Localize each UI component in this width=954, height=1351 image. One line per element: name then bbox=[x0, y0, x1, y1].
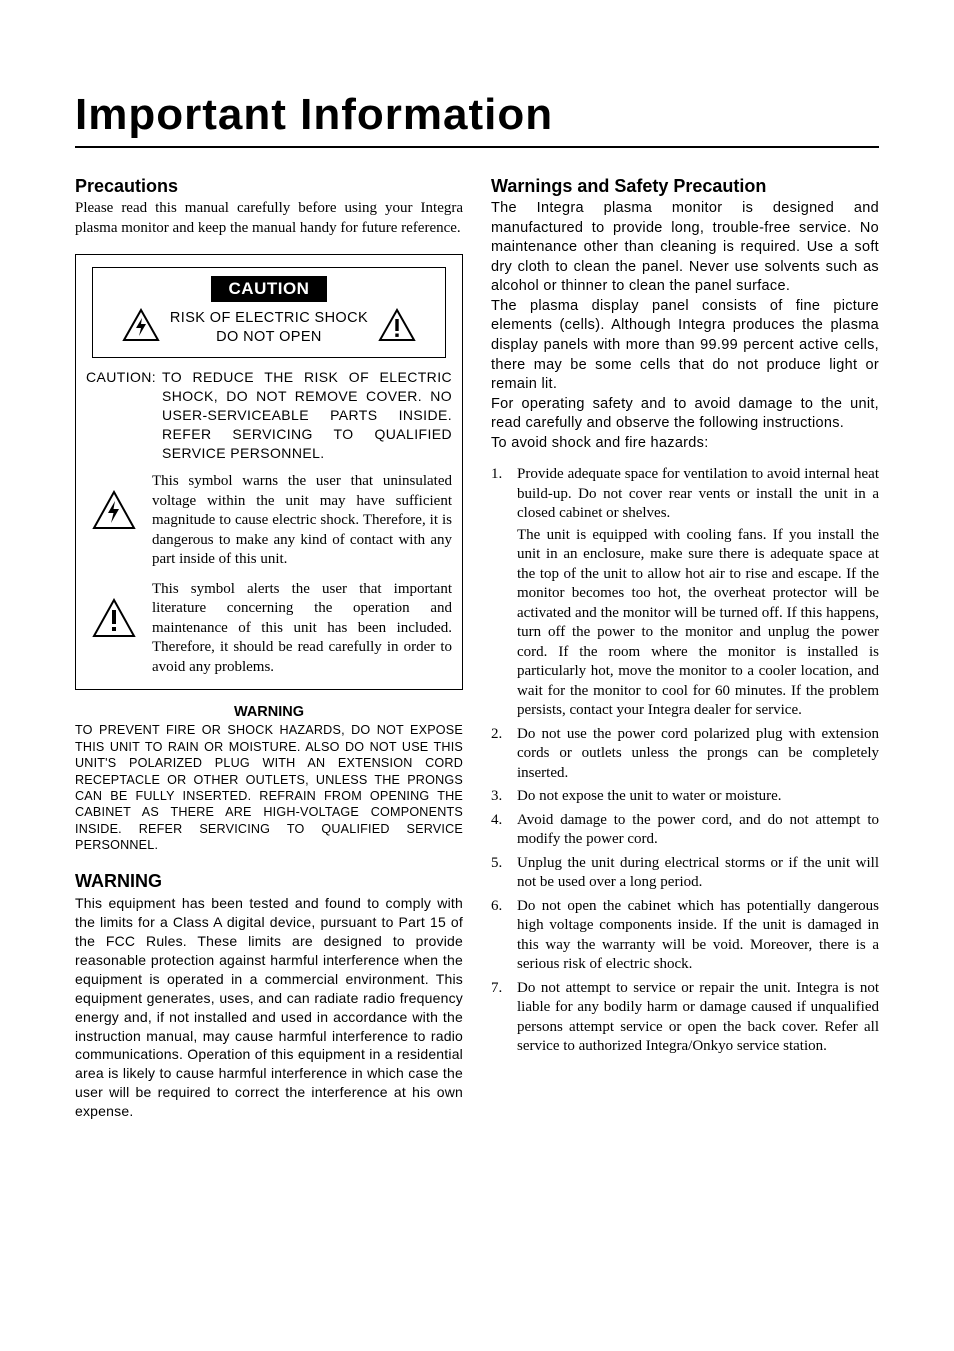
list-item-main: Unplug the unit during electrical storms… bbox=[517, 855, 879, 891]
list-item-main: Do not use the power cord polarized plug… bbox=[517, 726, 879, 781]
list-item-main: Avoid damage to the power cord, and do n… bbox=[517, 812, 879, 848]
list-item: Do not open the cabinet which has potent… bbox=[491, 897, 879, 975]
caution-risk-row: RISK OF ELECTRIC SHOCK DO NOT OPEN bbox=[99, 308, 439, 347]
warning-block-heading: WARNING bbox=[75, 704, 463, 720]
list-item: Avoid damage to the power cord, and do n… bbox=[491, 811, 879, 850]
safety-list: Provide adequate space for ventilation t… bbox=[491, 465, 879, 1057]
list-item: Do not expose the unit to water or moist… bbox=[491, 787, 879, 807]
list-item: Do not use the power cord polarized plug… bbox=[491, 725, 879, 784]
risk-line-1: RISK OF ELECTRIC SHOCK bbox=[170, 310, 368, 326]
shock-triangle-icon bbox=[86, 472, 142, 530]
caution-paragraph: CAUTION: TO REDUCE THE RISK OF ELECTRIC … bbox=[86, 368, 452, 462]
fcc-warning-body: This equipment has been tested and found… bbox=[75, 894, 463, 1121]
two-column-layout: Precautions Please read this manual care… bbox=[75, 176, 879, 1121]
left-column: Precautions Please read this manual care… bbox=[75, 176, 463, 1121]
risk-line-2: DO NOT OPEN bbox=[216, 329, 322, 345]
warnings-safety-intro: The Integra plasma monitor is designed a… bbox=[491, 199, 879, 453]
precautions-heading: Precautions bbox=[75, 176, 463, 197]
list-item-main: Do not attempt to service or repair the … bbox=[517, 980, 879, 1055]
list-item-sub: The unit is equipped with cooling fans. … bbox=[517, 526, 879, 721]
caution-badge: CAUTION bbox=[211, 276, 328, 302]
list-item: Provide adequate space for ventilation t… bbox=[491, 465, 879, 721]
exclamation-triangle-icon bbox=[378, 308, 416, 347]
list-item: Do not attempt to service or repair the … bbox=[491, 979, 879, 1057]
shock-triangle-icon bbox=[122, 308, 160, 347]
page: Important Information Precautions Please… bbox=[0, 0, 954, 1181]
symbol-row-exclaim: This symbol alerts the user that importa… bbox=[86, 580, 452, 678]
list-item-main: Provide adequate space for ventilation t… bbox=[517, 466, 879, 521]
fcc-warning-heading: WARNING bbox=[75, 871, 463, 892]
symbol-row-shock: This symbol warns the user that uninsula… bbox=[86, 472, 452, 570]
caution-label: CAUTION: bbox=[86, 368, 160, 462]
page-title: Important Information bbox=[75, 90, 879, 148]
warning-block-body: TO PREVENT FIRE OR SHOCK HAZARDS, DO NOT… bbox=[75, 722, 463, 853]
caution-box: CAUTION RISK OF ELECTRIC SHOCK DO NOT OP… bbox=[75, 254, 463, 690]
caution-body: TO REDUCE THE RISK OF ELECTRIC SHOCK, DO… bbox=[162, 368, 452, 462]
symbol-exclaim-text: This symbol alerts the user that importa… bbox=[152, 580, 452, 678]
precautions-intro: Please read this manual carefully before… bbox=[75, 199, 463, 238]
caution-risk-text: RISK OF ELECTRIC SHOCK DO NOT OPEN bbox=[170, 309, 368, 347]
symbol-shock-text: This symbol warns the user that uninsula… bbox=[152, 472, 452, 570]
list-item: Unplug the unit during electrical storms… bbox=[491, 854, 879, 893]
list-item-main: Do not open the cabinet which has potent… bbox=[517, 898, 879, 973]
right-column: Warnings and Safety Precaution The Integ… bbox=[491, 176, 879, 1121]
exclamation-triangle-icon bbox=[86, 580, 142, 638]
list-item-main: Do not expose the unit to water or moist… bbox=[517, 788, 782, 804]
caution-inner-box: CAUTION RISK OF ELECTRIC SHOCK DO NOT OP… bbox=[92, 267, 446, 358]
warnings-safety-heading: Warnings and Safety Precaution bbox=[491, 176, 879, 197]
